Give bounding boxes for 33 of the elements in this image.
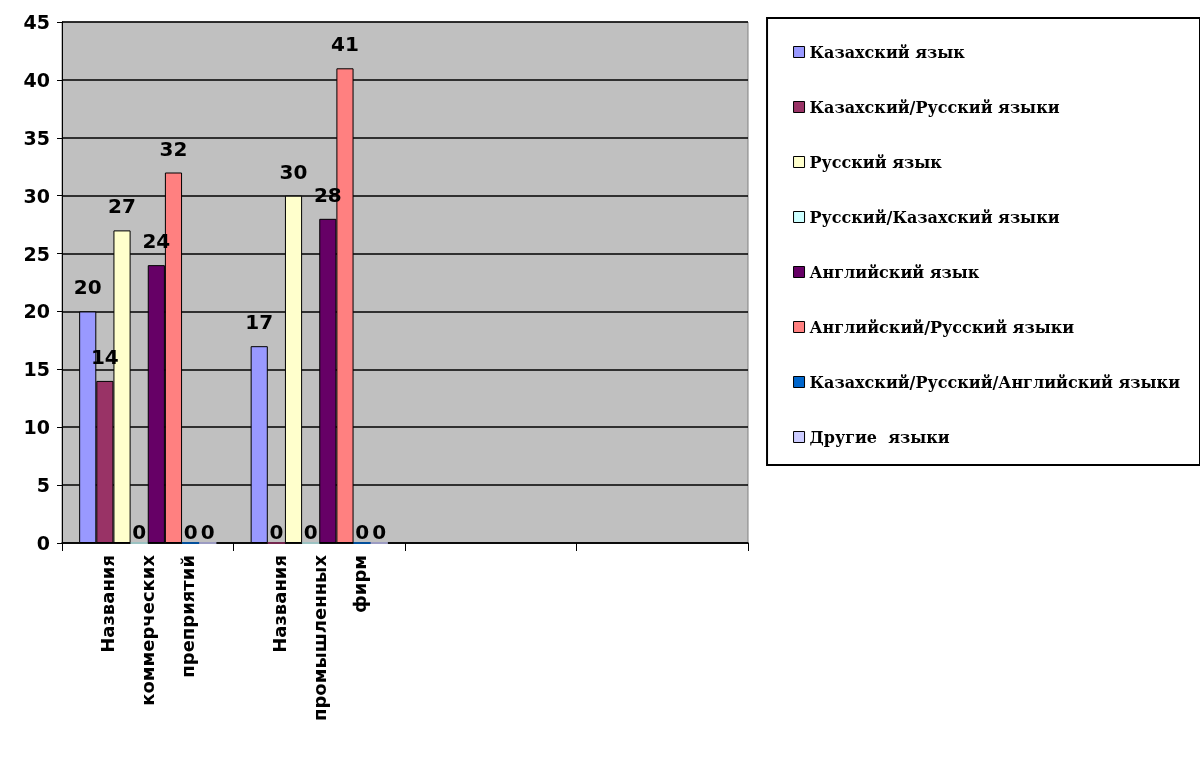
legend-label: Казахский/Русский/Английский языки [809, 372, 1181, 392]
data-label: 41 [331, 32, 359, 57]
y-tick-label: 45 [23, 11, 50, 33]
legend-label: Казахский язык [809, 42, 966, 62]
y-tick-label: 5 [36, 474, 50, 497]
data-label: 0 [372, 519, 387, 544]
legend-label: Английский язык [809, 262, 980, 282]
y-tick-label: 30 [23, 184, 50, 207]
legend-label: Русский/Казахский языки [809, 207, 1060, 227]
data-label: 0 [269, 519, 284, 544]
y-tick-label: 35 [23, 126, 50, 149]
y-tick-label: 20 [23, 300, 50, 323]
data-label: 0 [183, 519, 198, 544]
data-label: 17 [245, 310, 274, 335]
data-label: 0 [355, 519, 370, 544]
legend-label: Английский/Русский языки [809, 317, 1075, 337]
legend-label: Казахский/Русский языки [809, 97, 1060, 117]
data-label: 32 [159, 136, 188, 161]
x-tick-label: Названия коммерческих преприятий [97, 554, 199, 706]
y-tick-label: 0 [36, 532, 50, 554]
y-tick-label: 10 [23, 416, 50, 439]
y-tick-label: 25 [23, 242, 50, 265]
data-label: 20 [73, 275, 102, 300]
data-label: 0 [200, 519, 215, 544]
y-tick-label: 15 [23, 358, 50, 381]
data-label: 30 [279, 159, 308, 184]
legend-label: Русский язык [809, 152, 943, 172]
data-label: 27 [108, 194, 136, 219]
legend-label: Другие языки [809, 427, 950, 447]
data-label: 0 [303, 519, 318, 544]
x-tick-label: Названия промышленных фирм [268, 554, 370, 721]
y-tick-label: 40 [23, 68, 50, 91]
data-label: 0 [132, 519, 147, 544]
